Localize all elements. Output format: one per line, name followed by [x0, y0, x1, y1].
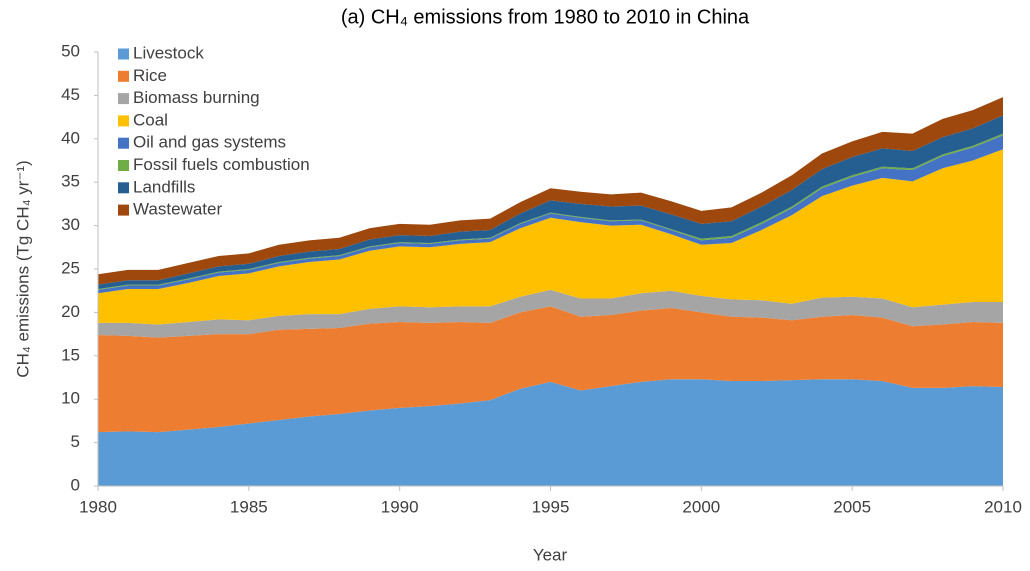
x-tick-label: 1985	[230, 497, 268, 516]
legend-swatch	[118, 115, 129, 127]
legend-swatch	[118, 48, 129, 60]
legend-swatch	[118, 137, 129, 149]
chart-title: (a) CH₄ emissions from 1980 to 2010 in C…	[341, 6, 750, 28]
x-tick-label: 2010	[984, 497, 1022, 516]
area	[98, 306, 1003, 433]
legend-label: Wastewater	[133, 200, 222, 219]
y-tick-label: 15	[61, 345, 80, 364]
y-tick-label: 20	[61, 302, 80, 321]
legend-label: Landfills	[133, 177, 195, 196]
y-tick-label: 0	[71, 475, 80, 494]
area	[98, 135, 1003, 294]
x-tick-label: 1995	[532, 497, 570, 516]
y-axis-label: CH₄ emissions (Tg CH₄ yr⁻¹)	[13, 160, 32, 377]
area	[98, 379, 1003, 486]
legend-swatch	[118, 160, 129, 171]
y-tick-label: 25	[61, 258, 80, 277]
y-tick-label: 40	[61, 128, 80, 147]
legend-swatch	[118, 93, 129, 105]
legend-label: Rice	[133, 66, 167, 85]
legend-swatch	[118, 70, 129, 82]
y-tick-label: 50	[61, 41, 80, 60]
legend-label: Coal	[133, 110, 168, 129]
legend-label: Livestock	[133, 43, 204, 62]
legend-label: Oil and gas systems	[133, 133, 286, 152]
x-tick-label: 1990	[381, 497, 419, 516]
area	[98, 97, 1003, 285]
x-tick-label: 1980	[79, 497, 117, 516]
y-tick-label: 10	[61, 389, 80, 408]
y-tick-label: 30	[61, 215, 80, 234]
x-tick-label: 2000	[682, 497, 720, 516]
y-tick-label: 5	[71, 432, 80, 451]
area	[98, 289, 1003, 338]
y-tick-label: 45	[61, 85, 80, 104]
legend-label: Biomass burning	[133, 88, 260, 107]
x-axis-label: Year	[533, 545, 568, 564]
x-tick-label: 2005	[833, 497, 871, 516]
area	[98, 115, 1003, 289]
area	[98, 149, 1003, 325]
y-tick-label: 35	[61, 172, 80, 191]
legend-swatch	[118, 182, 129, 194]
legend-label: Fossil fuels combustion	[133, 155, 310, 174]
legend-swatch	[118, 204, 129, 216]
